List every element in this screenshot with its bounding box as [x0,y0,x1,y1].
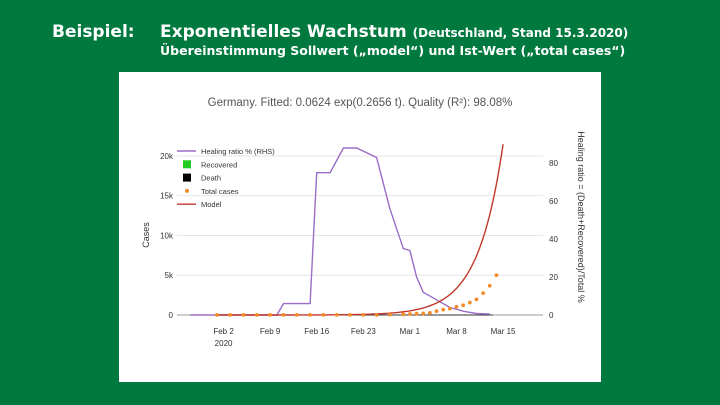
total-cases-point [321,312,326,317]
legend-label: Recovered [201,160,237,169]
legend-label: Model [201,200,222,209]
total-cases-point [427,311,432,315]
legend: Healing ratio % (RHS) Recovered Death Total… [177,147,275,209]
y-right-tick-label: 40 [549,235,558,244]
x-tick-label: Mar 1 [400,327,421,336]
total-cases-point [434,309,439,314]
heading-suffix: (Deutschland, Stand 15.3.2020) [412,26,629,40]
total-cases-point [461,303,466,308]
total-cases-point [441,307,446,312]
y-right-tick-label: 0 [549,311,554,320]
model-line [216,144,504,316]
total-cases-point [481,291,486,296]
total-cases-point [294,312,299,317]
total-cases-point [268,312,273,317]
y-left-label: Cases [141,222,151,248]
x-tick-label: Feb 9 [260,327,281,336]
total-cases-point [308,312,312,317]
y-left-tick-label: 20k [160,152,174,161]
total-cases-point [215,313,219,317]
total-cases-point [254,312,259,317]
heading-main: Exponentielles Wachstum [160,22,407,42]
total-cases-point [228,313,233,317]
legend-label: Total cases [201,187,239,196]
total-cases-point [388,312,392,317]
y-right-ticks: 0 20 40 60 80 [549,159,558,320]
total-cases-point [421,311,426,316]
x-tick-label: Mar 8 [446,327,467,336]
total-cases-point [454,304,459,309]
y-left-tick-label: 15k [160,192,174,201]
y-left-tick-label: 5k [165,271,174,280]
total-cases-point [467,300,472,305]
y-left-ticks: 0 5k 10k 15k 20k [160,152,174,320]
chart-panel: Germany. Fitted: 0.0624 exp(0.2656 t). Q… [119,72,601,382]
total-cases-point [374,312,379,317]
y-left-tick-label: 10k [160,231,174,240]
total-cases-point [361,312,366,317]
total-cases-point [474,297,479,302]
x-tick-label: Mar 15 [491,327,516,336]
total-cases-point [281,312,286,317]
legend-label: Healing ratio % (RHS) [201,147,275,156]
total-cases-point [241,313,246,317]
total-cases-point [408,312,412,316]
total-cases-point [401,312,406,317]
chart-svg: Germany. Fitted: 0.0624 exp(0.2656 t). Q… [141,97,586,348]
total-cases-point [348,312,352,317]
x-tick-label: Feb 2 [213,327,234,336]
slide-heading: Exponentielles Wachstum (Deutschland, St… [160,22,628,42]
total-cases-point [414,311,419,316]
plot-area [190,144,504,317]
x-ticks: Feb 2 Feb 9 Feb 16 Feb 23 Mar 1 Mar 8 Mar 15 20… [213,327,516,348]
y-right-tick-label: 80 [549,159,558,168]
legend-marker-total [185,188,189,193]
legend-marker-death [183,173,191,182]
total-cases-point [334,312,339,317]
grid [177,155,543,316]
healing-ratio-line [190,147,490,316]
slide-subheading: Übereinstimmung Sollwert („model“) und I… [160,43,626,58]
total-cases-point [487,283,492,288]
legend-marker-recovered [183,160,191,169]
legend-label: Death [201,174,221,183]
total-cases-point [494,273,499,278]
y-right-tick-label: 20 [549,273,558,282]
x-tick-label: Feb 16 [304,327,329,336]
slide-label: Beispiel: [52,22,135,42]
chart-title: Germany. Fitted: 0.0624 exp(0.2656 t). Q… [208,97,513,109]
y-right-label: Healing ratio = (Death+Recovered)/Total … [576,131,586,303]
y-right-tick-label: 60 [549,197,558,206]
x-tick-label: Feb 23 [351,327,376,336]
x-year-label: 2020 [215,339,233,348]
total-cases-point [447,306,452,311]
y-left-tick-label: 0 [169,311,174,320]
